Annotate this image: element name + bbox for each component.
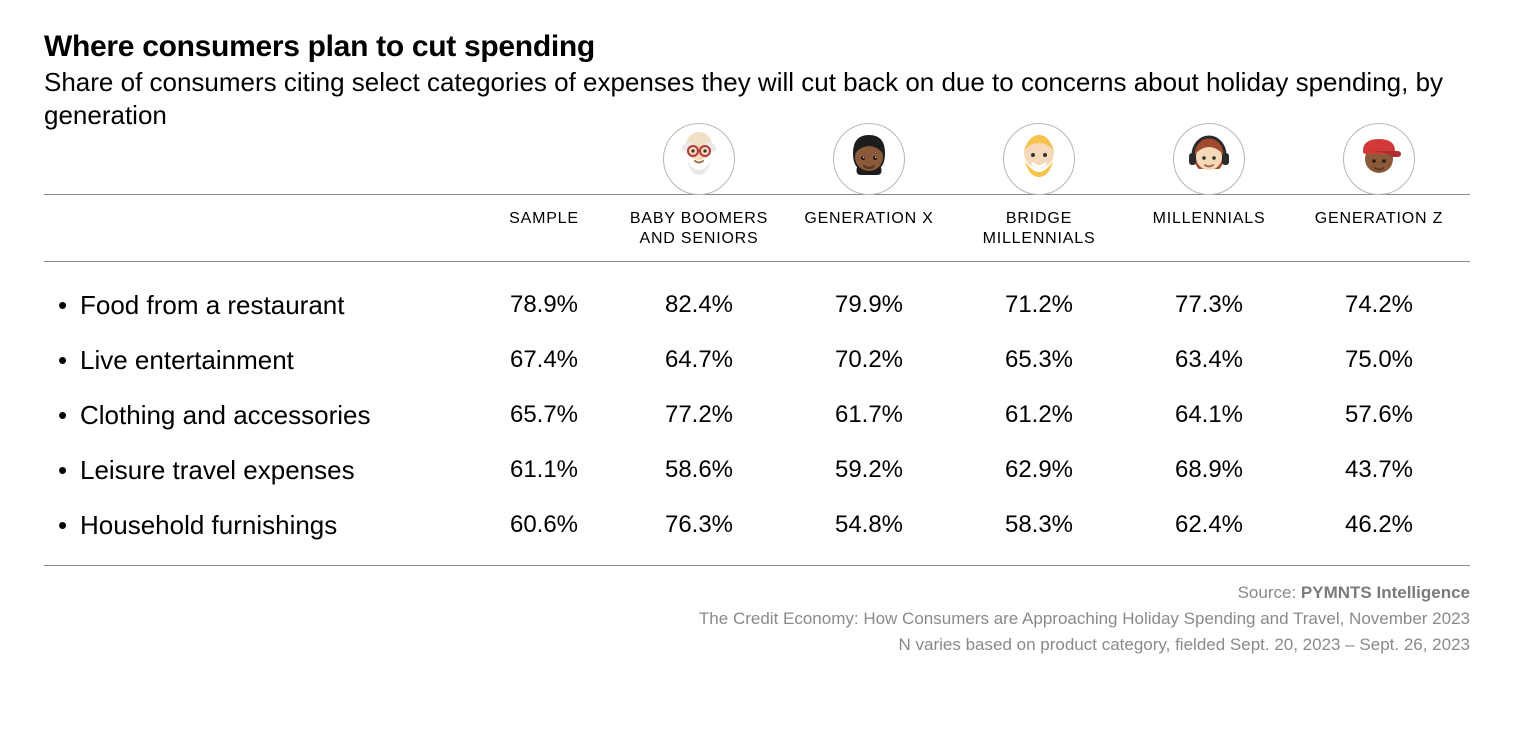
cell: 61.2% [954,401,1124,429]
chart-title: Where consumers plan to cut spending [44,30,1470,64]
cell: 54.8% [784,511,954,539]
col-head-genx: GENERATION X [784,209,954,249]
cell: 61.1% [474,456,614,484]
bridge-millennial-icon [1003,123,1075,195]
generation-icons-row [44,123,1470,195]
cell: 64.7% [614,346,784,374]
row-label: Household furnishings [44,510,474,541]
cell: 65.3% [954,346,1124,374]
row-label: Live entertainment [44,345,474,376]
col-head-bridge: BRIDGE MILLENNIALS [954,209,1124,249]
boomer-icon [663,123,735,195]
cell: 77.2% [614,401,784,429]
table-row: Household furnishings 60.6% 76.3% 54.8% … [44,498,1470,553]
cell: 65.7% [474,401,614,429]
col-head-mill: MILLENNIALS [1124,209,1294,249]
cell: 75.0% [1294,346,1464,374]
cell: 63.4% [1124,346,1294,374]
table-row: Food from a restaurant 78.9% 82.4% 79.9%… [44,278,1470,333]
cell: 43.7% [1294,456,1464,484]
cell: 62.4% [1124,511,1294,539]
row-label: Leisure travel expenses [44,455,474,486]
cell: 62.9% [954,456,1124,484]
cell: 64.1% [1124,401,1294,429]
footer-line-3: N varies based on product category, fiel… [44,632,1470,658]
cell: 82.4% [614,291,784,319]
cell: 77.3% [1124,291,1294,319]
cell: 57.6% [1294,401,1464,429]
millennial-icon [1173,123,1245,195]
footer-line-2: The Credit Economy: How Consumers are Ap… [44,606,1470,632]
table-row: Clothing and accessories 65.7% 77.2% 61.… [44,388,1470,443]
genx-icon [833,123,905,195]
source-name: PYMNTS Intelligence [1301,583,1470,602]
cell: 60.6% [474,511,614,539]
row-label: Clothing and accessories [44,400,474,431]
cell: 68.9% [1124,456,1294,484]
source-label: Source: [1238,583,1301,602]
spending-table: SAMPLE BABY BOOMERS AND SENIORS GENERATI… [44,123,1470,566]
cell: 67.4% [474,346,614,374]
cell: 78.9% [474,291,614,319]
genz-icon [1343,123,1415,195]
cell: 76.3% [614,511,784,539]
table-row: Leisure travel expenses 61.1% 58.6% 59.2… [44,443,1470,498]
cell: 70.2% [784,346,954,374]
row-label: Food from a restaurant [44,290,474,321]
cell: 74.2% [1294,291,1464,319]
cell: 58.6% [614,456,784,484]
col-head-genz: GENERATION Z [1294,209,1464,249]
table-row: Live entertainment 67.4% 64.7% 70.2% 65.… [44,333,1470,388]
cell: 59.2% [784,456,954,484]
data-rows: Food from a restaurant 78.9% 82.4% 79.9%… [44,262,1470,566]
col-head-boomers: BABY BOOMERS AND SENIORS [614,209,784,249]
cell: 58.3% [954,511,1124,539]
chart-footer: Source: PYMNTS Intelligence The Credit E… [44,580,1470,659]
col-head-sample: SAMPLE [474,209,614,249]
cell: 46.2% [1294,511,1464,539]
cell: 61.7% [784,401,954,429]
cell: 71.2% [954,291,1124,319]
cell: 79.9% [784,291,954,319]
column-headers: SAMPLE BABY BOOMERS AND SENIORS GENERATI… [44,195,1470,262]
